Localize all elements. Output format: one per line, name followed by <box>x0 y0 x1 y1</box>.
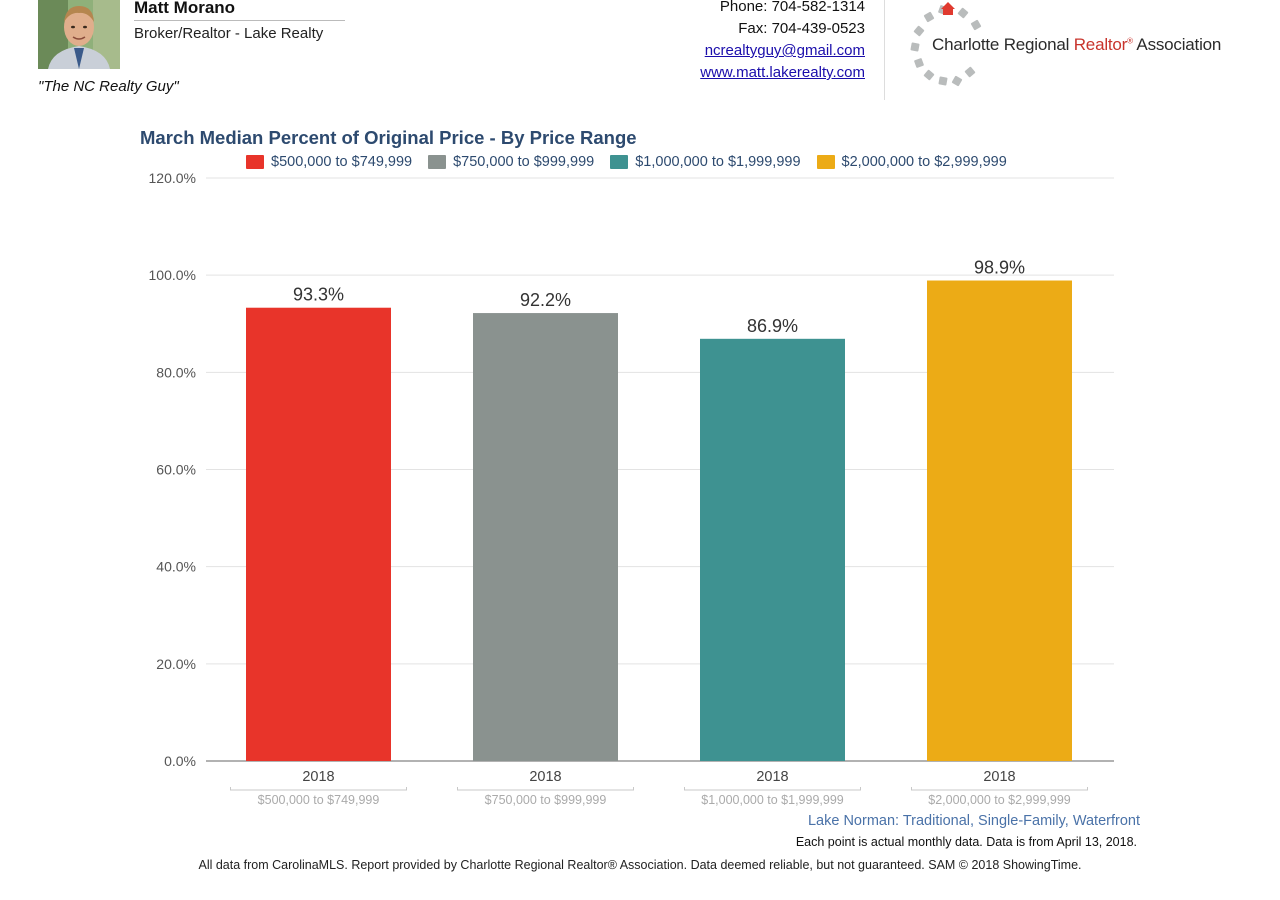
contact-phone: Phone: 704-582-1314 <box>719 0 865 15</box>
y-tick-label: 120.0% <box>149 170 196 186</box>
legend-item: $500,000 to $749,999 <box>246 154 412 170</box>
chart-note: Each point is actual monthly data. Data … <box>795 835 1137 849</box>
y-tick-label: 80.0% <box>156 364 196 380</box>
association-name-realtor: Realtor <box>1073 35 1128 54</box>
category-bracket <box>911 787 1088 791</box>
y-tick-label: 40.0% <box>156 559 196 575</box>
contact-website-link[interactable]: www.matt.lakerealty.com <box>700 64 865 81</box>
data-label: 98.9% <box>974 258 1025 278</box>
legend-swatch <box>610 155 629 169</box>
name-divider <box>134 20 345 21</box>
data-label: 92.2% <box>520 290 571 310</box>
agent-title: Broker/Realtor - Lake Realty <box>134 25 324 42</box>
bar <box>700 338 845 761</box>
category-bracket <box>230 787 407 791</box>
chart-legend: $500,000 to $749,999 $750,000 to $999,99… <box>246 152 1023 172</box>
contact-fax: Fax: 704-439-0523 <box>738 20 865 37</box>
legend-label: $1,000,000 to $1,999,999 <box>635 154 801 170</box>
legend-swatch <box>428 155 447 169</box>
association-name: Charlotte Regional Realtor® Association <box>932 35 1221 55</box>
y-tick-label: 60.0% <box>156 462 196 478</box>
association-logo <box>908 0 1248 92</box>
x-tick-label: 2018 <box>983 769 1015 785</box>
legend-item: $750,000 to $999,999 <box>428 154 594 170</box>
category-label: $500,000 to $749,999 <box>258 793 380 807</box>
data-label: 93.3% <box>293 285 344 305</box>
y-tick-label: 20.0% <box>156 656 196 672</box>
x-tick-label: 2018 <box>529 769 561 785</box>
bar <box>473 313 618 761</box>
category-label: $750,000 to $999,999 <box>485 793 607 807</box>
bar <box>246 307 391 761</box>
legend-label: $500,000 to $749,999 <box>271 154 413 170</box>
legend-label: $2,000,000 to $2,999,999 <box>841 154 1007 170</box>
association-name-part2: Association <box>1132 35 1222 54</box>
category-label: $2,000,000 to $2,999,999 <box>928 793 1071 807</box>
association-registered-mark: ® <box>1127 36 1133 46</box>
legend-item: $1,000,000 to $1,999,999 <box>610 154 801 170</box>
agent-name: Matt Morano <box>134 0 236 17</box>
y-tick-label: 0.0% <box>164 753 196 769</box>
association-name-part1: Charlotte Regional <box>932 35 1074 54</box>
contact-email-link[interactable]: ncrealtyguy@gmail.com <box>704 42 865 59</box>
category-bracket <box>684 787 861 791</box>
association-logo-icon <box>910 2 982 87</box>
header-divider <box>884 0 885 100</box>
x-tick-label: 2018 <box>756 769 788 785</box>
legend-swatch <box>816 155 835 169</box>
legend-label: $750,000 to $999,999 <box>453 154 595 170</box>
bar <box>927 280 1072 761</box>
legend-swatch <box>246 155 264 169</box>
agent-tagline: "The NC Realty Guy" <box>38 78 179 95</box>
y-tick-label: 100.0% <box>149 267 196 283</box>
category-bracket <box>457 787 634 791</box>
chart-title: March Median Percent of Original Price -… <box>140 127 637 148</box>
agent-photo <box>38 0 120 69</box>
x-tick-label: 2018 <box>302 769 334 785</box>
data-label: 86.9% <box>747 316 798 336</box>
category-label: $1,000,000 to $1,999,999 <box>701 793 844 807</box>
legend-item: $2,000,000 to $2,999,999 <box>816 154 1007 170</box>
chart-subtitle: Lake Norman: Traditional, Single-Family,… <box>807 813 1140 829</box>
footer-disclaimer: All data from CarolinaMLS. Report provid… <box>198 858 1082 872</box>
